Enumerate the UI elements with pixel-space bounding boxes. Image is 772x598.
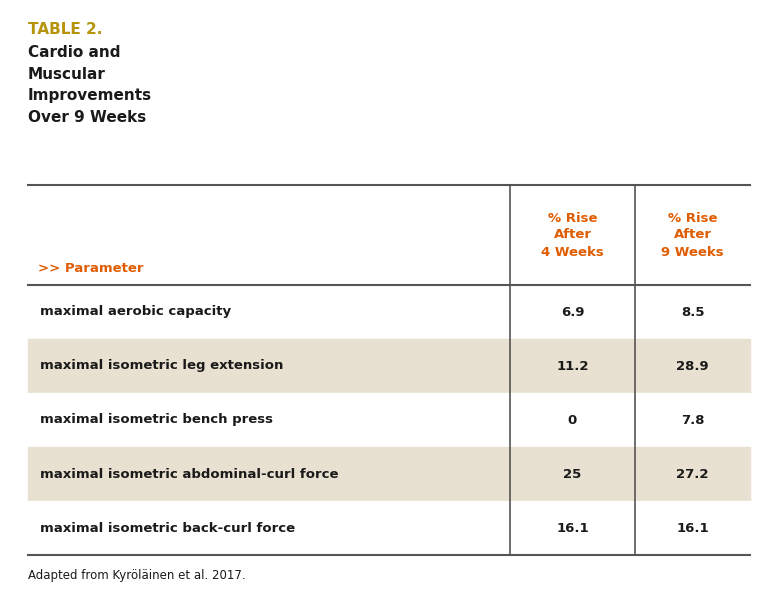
Bar [28,339,750,393]
Text: 0: 0 [568,413,577,426]
Text: 16.1: 16.1 [556,521,589,535]
Text: % Rise
After
4 Weeks: % Rise After 4 Weeks [541,212,604,258]
Bar [28,393,750,447]
Text: TABLE 2.: TABLE 2. [28,22,103,37]
Text: 25: 25 [564,468,581,481]
Bar [28,185,750,285]
Text: maximal isometric leg extension: maximal isometric leg extension [40,359,283,373]
Text: Cardio and
Muscular
Improvements
Over 9 Weeks: Cardio and Muscular Improvements Over 9 … [28,45,152,125]
Text: 8.5: 8.5 [681,306,704,319]
Text: 28.9: 28.9 [676,359,709,373]
Text: % Rise
After
9 Weeks: % Rise After 9 Weeks [661,212,724,258]
Bar [28,501,750,555]
Text: maximal aerobic capacity: maximal aerobic capacity [40,306,231,319]
Text: >> Parameter: >> Parameter [38,262,144,275]
Bar [28,285,750,339]
Text: 16.1: 16.1 [676,521,709,535]
Text: 11.2: 11.2 [557,359,589,373]
Text: maximal isometric back-curl force: maximal isometric back-curl force [40,521,295,535]
Text: 7.8: 7.8 [681,413,704,426]
Text: Adapted from Kyröläinen et al. 2017.: Adapted from Kyröläinen et al. 2017. [28,569,245,582]
Text: 6.9: 6.9 [560,306,584,319]
Bar [28,447,750,501]
Text: maximal isometric abdominal-curl force: maximal isometric abdominal-curl force [40,468,338,481]
Text: maximal isometric bench press: maximal isometric bench press [40,413,273,426]
Text: 27.2: 27.2 [676,468,709,481]
